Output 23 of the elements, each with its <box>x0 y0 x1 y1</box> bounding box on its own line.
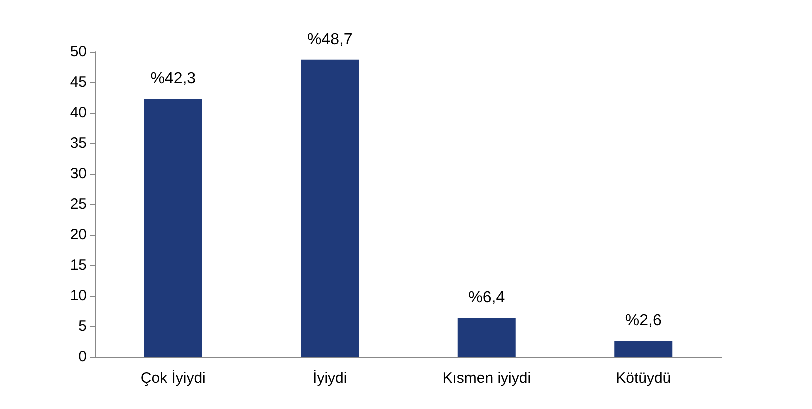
x-tick-label: Çok İyiydi <box>140 369 206 387</box>
bar <box>144 98 202 357</box>
y-tick-label: 0 <box>78 348 87 366</box>
y-tick-label: 20 <box>70 226 87 244</box>
y-tick-label: 35 <box>70 135 87 152</box>
y-tick-label: 50 <box>70 44 87 60</box>
data-label: %6,4 <box>468 289 506 306</box>
y-tick-label: 5 <box>78 318 87 335</box>
y-tick-label: 40 <box>70 104 87 122</box>
y-tick-label: 15 <box>70 257 87 274</box>
y-tick-label: 10 <box>70 288 87 304</box>
y-tick-label: 30 <box>70 166 87 182</box>
data-label: %48,7 <box>307 31 353 48</box>
x-tick-label: Kısmen iyiydi <box>442 370 532 387</box>
bar <box>458 318 516 357</box>
data-label: %42,3 <box>150 70 196 88</box>
y-tick-label: 25 <box>70 196 87 213</box>
y-tick-label: 45 <box>70 74 87 91</box>
x-tick-label: İyiydi <box>313 369 348 387</box>
bar <box>301 60 360 357</box>
bar <box>614 341 673 357</box>
x-tick-label: Kötüydü <box>616 370 672 387</box>
data-label: %2,6 <box>625 312 662 330</box>
